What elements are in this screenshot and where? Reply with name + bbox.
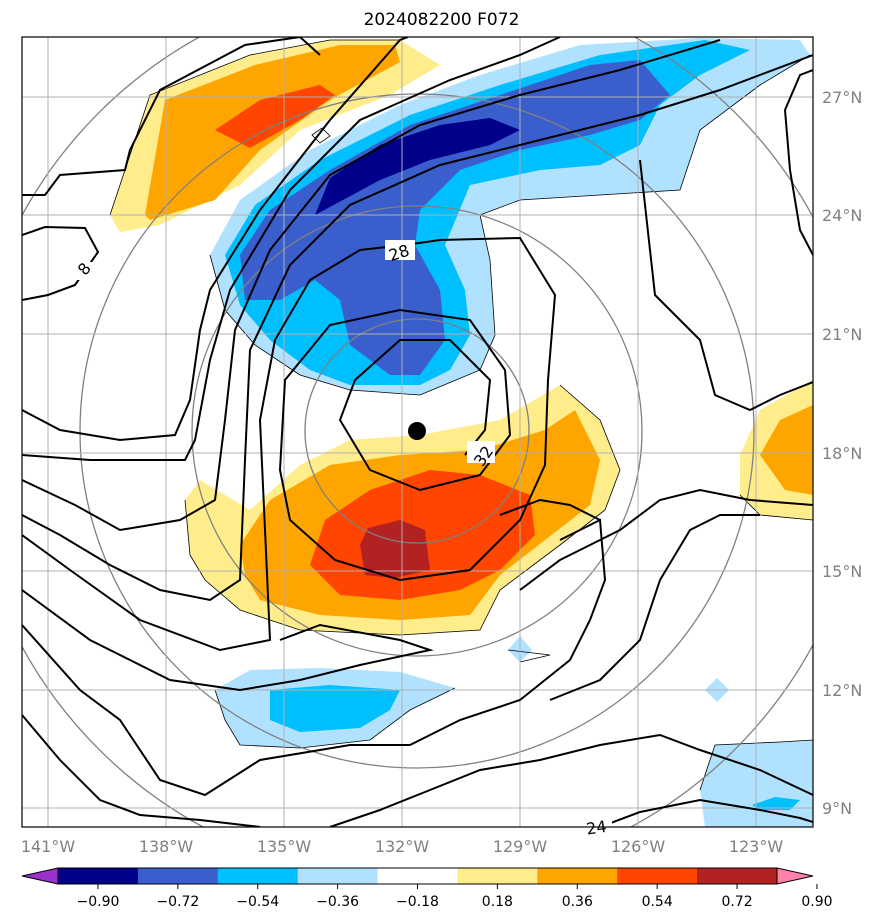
colorbar-tick-label: 0.36 — [562, 894, 593, 910]
lon-tick-126w: 126°W — [611, 837, 666, 856]
lon-tick-132w: 132°W — [375, 837, 430, 856]
colorbar-over-arrow — [776, 867, 814, 885]
longitude-ticks: 141°W 138°W 135°W 132°W 129°W 126°W 123°… — [21, 837, 784, 856]
colorbar-tick-label: −0.36 — [316, 894, 359, 910]
colorbar-tick-label: 0.72 — [721, 894, 752, 910]
map-title: 2024082200 F072 — [363, 10, 520, 30]
lat-tick-21n: 21°N — [822, 325, 862, 344]
lon-tick-129w: 129°W — [493, 837, 548, 856]
colorbar-segment — [377, 868, 458, 884]
lon-tick-138w: 138°W — [139, 837, 194, 856]
contour-lines — [22, 37, 813, 827]
colorbar-segment — [58, 868, 139, 884]
colorbar-segment — [697, 868, 778, 884]
storm-center-marker — [408, 422, 426, 440]
cool-fill-sw-0.36 — [270, 685, 400, 732]
lat-tick-9n: 9°N — [822, 799, 852, 818]
shaded-field — [110, 38, 813, 827]
cool-fill-0.54 — [240, 60, 670, 375]
colorbar-tick-label: −0.54 — [236, 894, 279, 910]
lat-tick-15n: 15°N — [822, 562, 862, 581]
lat-tick-24n: 24°N — [822, 206, 862, 225]
warm-fill-s-0.72 — [360, 520, 430, 578]
colorbar-segment — [537, 868, 618, 884]
warm-fill-e-0.36 — [760, 405, 813, 495]
colorbar-segment — [137, 868, 219, 884]
fill-boundaries — [109, 39, 813, 791]
lon-tick-123w: 123°W — [729, 837, 784, 856]
colorbar-segment — [297, 868, 379, 884]
colorbar-tick-label: −0.90 — [76, 894, 119, 910]
colorbar-tick-label: 0.90 — [801, 894, 832, 910]
colorbar-segment — [217, 868, 299, 884]
warm-fill-nw-0.54 — [215, 85, 335, 148]
cool-fill-0.72 — [315, 118, 520, 215]
lat-tick-12n: 12°N — [822, 681, 862, 700]
colorbar-tick-label: −0.18 — [396, 894, 439, 910]
colorbar: −0.90 −0.72 −0.54 −0.36 −0.18 0.18 0.36 0.54 0.7… — [21, 867, 833, 910]
contour-label-24: 24 — [585, 817, 608, 839]
map-frame — [21, 36, 814, 828]
contour-label-group: 8 28 32 24 — [72, 240, 612, 839]
colorbar-segment — [617, 868, 698, 884]
graticule — [22, 37, 813, 827]
latitude-ticks: 27°N 24°N 21°N 18°N 15°N 12°N 9°N — [822, 88, 862, 818]
lat-tick-18n: 18°N — [822, 444, 862, 463]
colorbar-under-arrow — [21, 867, 59, 885]
colorbar-tick-label: 0.54 — [642, 894, 673, 910]
lat-tick-27n: 27°N — [822, 88, 862, 107]
lon-tick-135w: 135°W — [257, 837, 312, 856]
cool-fill-se-0.36 — [752, 797, 800, 810]
lon-tick-141w: 141°W — [21, 837, 76, 856]
colorbar-tick-label: 0.18 — [482, 894, 513, 910]
distance-rings — [22, 37, 813, 827]
colorbar-tick-label: −0.72 — [156, 894, 199, 910]
colorbar-segment — [457, 868, 538, 884]
